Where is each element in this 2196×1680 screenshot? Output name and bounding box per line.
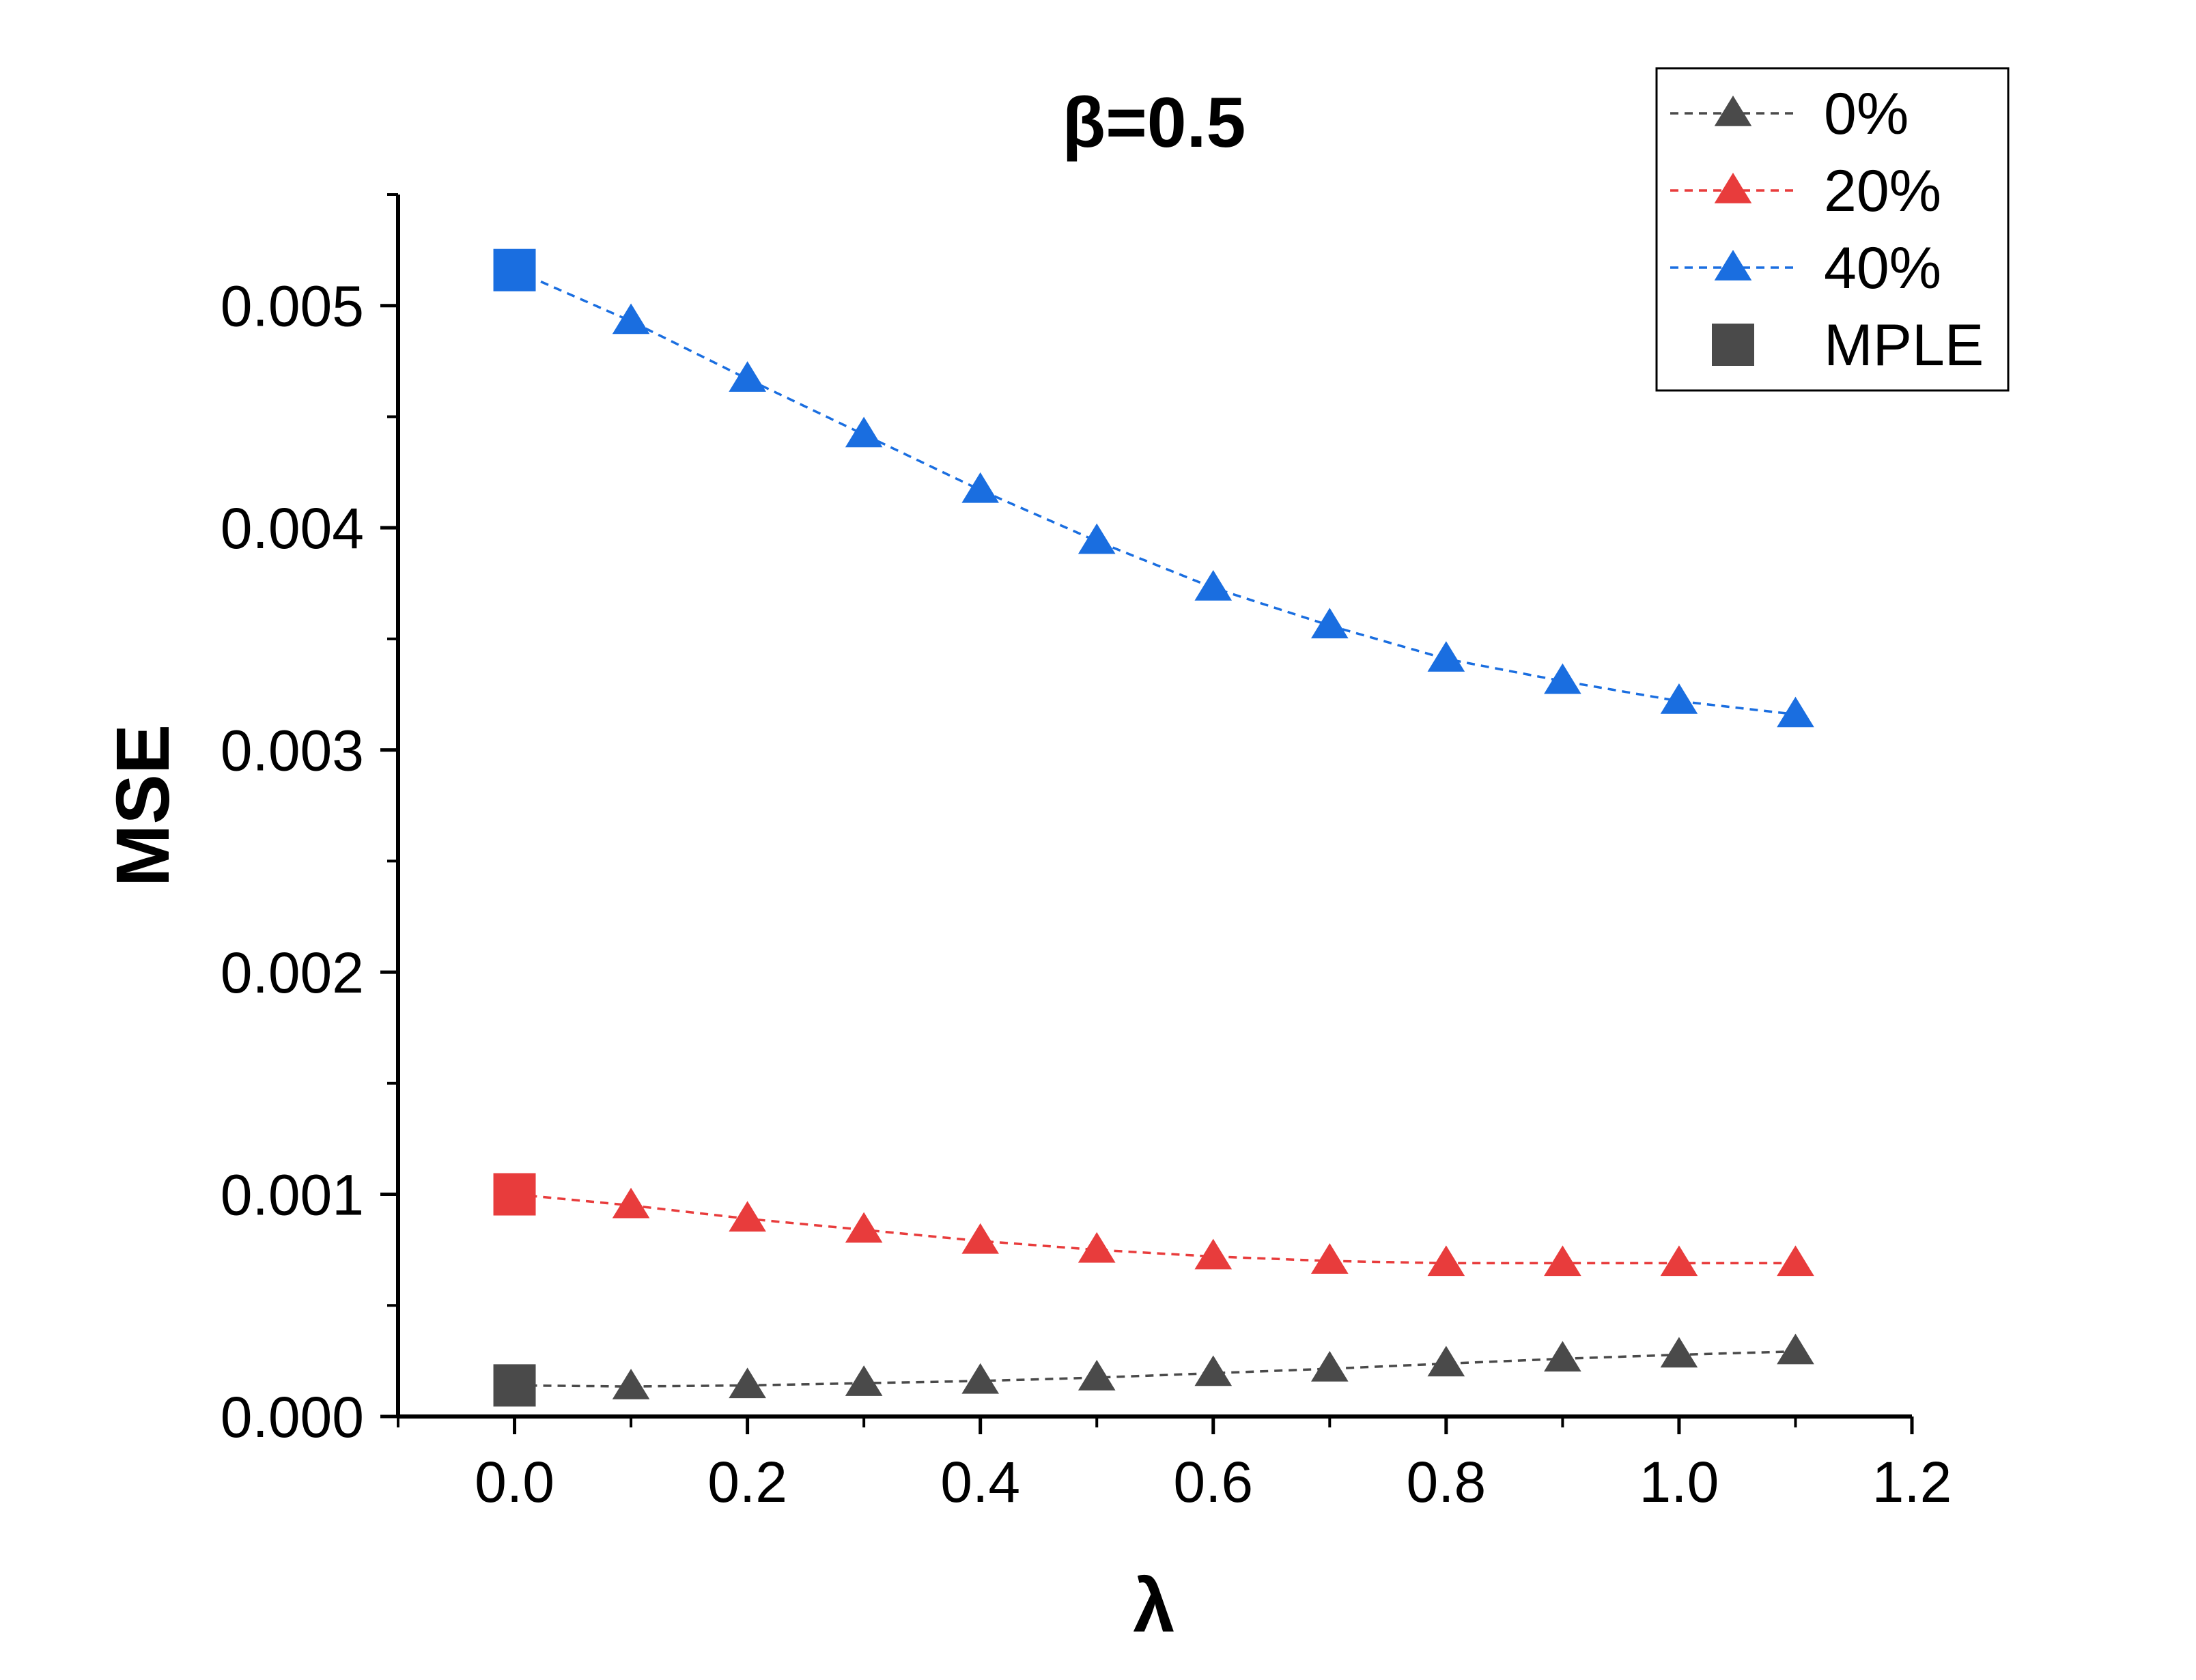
legend-marker [1712, 324, 1754, 366]
data-point [961, 1363, 999, 1394]
data-point [845, 416, 883, 448]
data-point [1427, 641, 1465, 672]
data-point [612, 303, 650, 334]
y-tick-label: 0.001 [221, 1163, 364, 1227]
legend-marker [1714, 173, 1752, 203]
x-tick-label: 1.2 [1872, 1450, 1952, 1514]
series-0pct [514, 1333, 1814, 1399]
data-point [729, 361, 766, 392]
series-mple [493, 248, 536, 1407]
data-point [845, 1212, 883, 1243]
mple-point [493, 248, 536, 291]
x-tick-label: 0.8 [1406, 1450, 1486, 1514]
legend-label: 40% [1824, 236, 1941, 301]
x-tick-label: 0.4 [940, 1450, 1020, 1514]
axes: 0.0 0.2 0.4 0.6 0.8 1.0 1.2 0.000 0.001 0.002 0.00… [221, 193, 1952, 1514]
data-point [1544, 1245, 1581, 1277]
data-point [729, 1201, 766, 1232]
x-tick-label: 1.0 [1639, 1450, 1719, 1514]
data-point [1194, 1355, 1233, 1386]
y-axis-title: MSE [101, 724, 185, 887]
legend-label: MPLE [1824, 313, 1984, 378]
legend-label: 0% [1824, 81, 1909, 147]
series-20pct [514, 1187, 1814, 1277]
series-line [513, 269, 1796, 716]
data-point [961, 1223, 999, 1254]
data-point [1311, 608, 1349, 639]
legend-marker [1714, 96, 1752, 126]
data-point [1427, 1346, 1465, 1377]
series-line [514, 1193, 1796, 1265]
legend-item: MPLE [1712, 313, 1984, 378]
data-point [1777, 1245, 1814, 1277]
series-line [514, 1350, 1796, 1388]
y-tick-label: 0.002 [221, 941, 364, 1005]
y-tick-label: 0.004 [221, 496, 364, 560]
mple-point [493, 1173, 536, 1216]
y-tick-label: 0.003 [221, 719, 364, 783]
legend-item: 0% [1670, 81, 1909, 147]
data-point [1660, 1245, 1698, 1277]
x-tick-label: 0.6 [1173, 1450, 1253, 1514]
data-point [1427, 1245, 1465, 1277]
legend-marker [1714, 250, 1752, 281]
y-tick-label: 0.000 [221, 1385, 364, 1449]
y-tick-label: 0.005 [221, 274, 364, 339]
data-point [1194, 1238, 1233, 1270]
legend-item: 20% [1670, 158, 1941, 224]
series-layer [493, 248, 1814, 1407]
data-point [612, 1369, 650, 1399]
data-point [1194, 570, 1233, 601]
legend-label: 20% [1824, 158, 1941, 224]
series-40pct [513, 269, 1814, 728]
legend-item: 40% [1670, 236, 1941, 301]
data-point [1078, 523, 1116, 554]
data-point [1544, 1341, 1581, 1372]
chart-title: β=0.5 [1062, 83, 1246, 162]
legend: 0% 20% 40% MPLE [1655, 67, 2010, 392]
x-tick-label: 0.0 [475, 1450, 554, 1514]
data-point [1311, 1351, 1349, 1382]
mple-point [493, 1364, 536, 1407]
data-point [1660, 683, 1698, 714]
data-point [1078, 1231, 1116, 1263]
x-axis-title: λ [1133, 1564, 1174, 1648]
x-tick-label: 0.2 [707, 1450, 787, 1514]
data-point [1777, 696, 1814, 728]
data-point [1078, 1360, 1116, 1391]
data-point [1544, 663, 1581, 694]
data-point [612, 1187, 650, 1219]
data-point [1311, 1243, 1349, 1274]
data-point [961, 472, 999, 503]
data-point [729, 1367, 766, 1399]
data-point [845, 1365, 883, 1396]
data-point [1777, 1333, 1814, 1365]
data-point [1660, 1337, 1698, 1368]
